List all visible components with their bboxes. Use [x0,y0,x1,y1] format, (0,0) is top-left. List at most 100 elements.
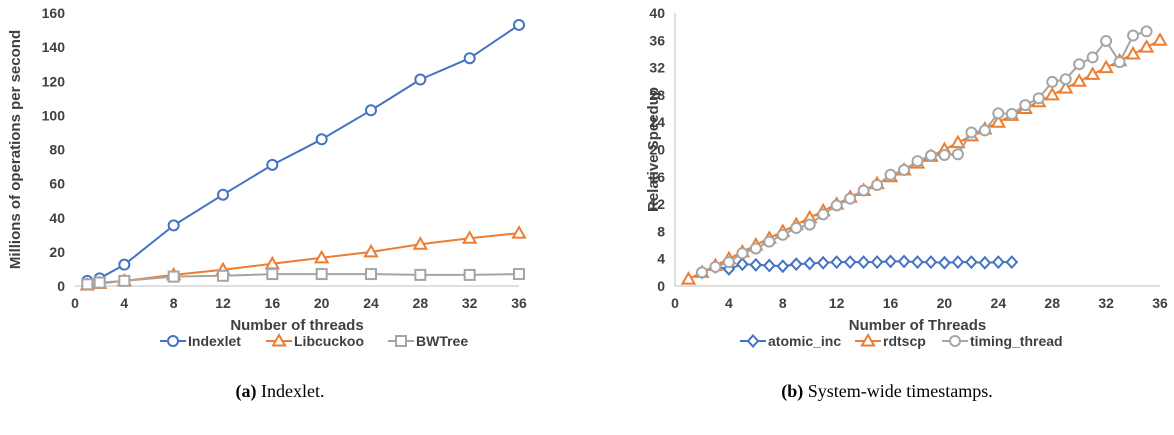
y-tick-label: 28 [649,87,665,103]
x-tick-label: 28 [413,295,429,311]
data-point-atomic-inc [803,256,817,271]
x-tick-label: 8 [779,295,787,311]
x-axis-title: Number of Threads [849,317,987,334]
data-point-atomic-inc [938,255,951,270]
y-tick-label: 20 [649,142,665,158]
data-point-bwtree [81,278,94,291]
data-point-bwtree [513,268,525,281]
legend-marker-atomic-inc [746,334,760,348]
series-line-atomic-inc [701,260,1012,274]
data-point-timing-thread [857,184,870,197]
chart-panel-b: 0 4 8 12 16 20 24 28 32 36 0 4 8 12 16 20 24 28 32 36 40 Numb… [600,0,1174,435]
series-line-bwtree [87,273,520,286]
y-tick-label: 0 [657,278,665,294]
caption-a: (a) Indexlet. [0,381,560,402]
x-tick-label: 20 [314,295,330,311]
legend-marker-libcuckoo [271,332,287,347]
legend-label-rdtscp: rdtscp [883,333,926,349]
data-point-timing-thread [938,148,951,161]
y-tick-label: 4 [657,251,665,267]
data-point-timing-thread [1086,51,1099,64]
data-point-atomic-inc [951,255,965,270]
x-tick-label: 4 [120,295,128,311]
y-tick-label: 40 [49,210,65,226]
legend-label-timing-thread: timing_thread [970,333,1063,349]
legend-marker-rdtscp [860,332,876,347]
indexlet-throughput-chart: 0 4 8 12 16 20 24 28 32 36 0 20 40 60 80 100 120 140 160 Nu… [7,5,527,349]
data-point-libcuckoo [363,243,379,258]
x-tick-label: 32 [462,295,478,311]
data-point-timing-thread [763,235,776,248]
y-axis-title: Millions of operations per second [7,30,24,269]
data-point-rdtscp [1098,59,1114,74]
data-point-bwtree [315,268,328,281]
y-tick-label: 160 [42,5,66,21]
data-point-indexlet [167,219,180,232]
y-tick-label: 20 [49,244,65,260]
caption-b: (b) System-wide timestamps. [600,381,1174,402]
data-point-timing-thread [1073,58,1086,71]
data-point-atomic-inc [1005,255,1019,270]
data-point-timing-thread [911,155,924,168]
data-point-timing-thread [951,148,964,161]
data-point-timing-thread [871,178,884,191]
y-tick-label: 80 [49,142,65,158]
data-point-libcuckoo [412,236,429,250]
legend-label-bwtree: BWTree [416,333,468,349]
x-tick-label: 28 [1044,295,1060,311]
caption-a-text: Indexlet. [256,381,325,401]
legend-label-atomic-inc: atomic_inc [768,333,841,349]
legend-item-atomic-inc: atomic_inc [740,333,841,349]
series-bwtree [81,268,525,291]
x-tick-label: 36 [1152,295,1168,311]
data-point-rdtscp [1138,39,1155,53]
data-point-atomic-inc [965,255,978,270]
data-point-rdtscp [1152,32,1168,46]
y-tick-label: 40 [649,5,665,21]
data-point-timing-thread [776,228,789,241]
data-point-atomic-inc [870,255,884,270]
data-point-libcuckoo [461,230,478,244]
legend-item-rdtscp: rdtscp [855,332,926,349]
data-point-timing-thread [1046,75,1059,88]
series-line-indexlet [87,24,520,282]
legend-marker-timing-thread [949,335,961,347]
legend: Indexlet Libcuckoo BWTree [160,332,468,349]
data-point-atomic-inc [991,255,1005,270]
data-point-atomic-inc [911,255,924,270]
x-tick-label: 0 [71,295,79,311]
data-point-timing-thread [695,266,708,279]
caption-a-label: (a) [235,381,257,401]
data-point-atomic-inc [816,255,830,270]
data-point-bwtree [167,270,180,283]
data-point-timing-thread [1113,56,1126,69]
y-axis-title: Relative Speedup [645,87,662,212]
series-indexlet [81,18,525,287]
data-point-timing-thread [722,256,735,269]
data-point-atomic-inc [924,255,938,270]
y-tick-label: 100 [42,107,66,123]
data-point-atomic-inc [897,254,911,269]
data-point-rdtscp [1057,80,1074,94]
data-point-atomic-inc [830,255,844,270]
legend-marker-indexlet [167,335,179,347]
data-point-timing-thread [749,242,762,255]
data-point-timing-thread [844,192,857,205]
data-point-indexlet [266,158,279,171]
data-point-atomic-inc [736,257,749,272]
data-point-timing-thread [1005,108,1018,121]
x-tick-label: 36 [511,295,527,311]
y-tick-label: 36 [649,32,665,48]
data-point-timing-thread [1059,73,1072,86]
caption-b-text: System-wide timestamps. [803,381,993,401]
data-point-rdtscp [950,134,966,149]
y-tick-label: 32 [649,60,665,76]
data-point-timing-thread [924,149,937,162]
y-tick-label: 140 [42,39,66,55]
data-point-bwtree [463,268,476,281]
data-point-timing-thread [978,124,991,137]
data-point-atomic-inc [776,259,790,274]
data-point-atomic-inc [762,258,776,273]
x-tick-label: 20 [937,295,953,311]
data-point-libcuckoo [313,249,330,264]
